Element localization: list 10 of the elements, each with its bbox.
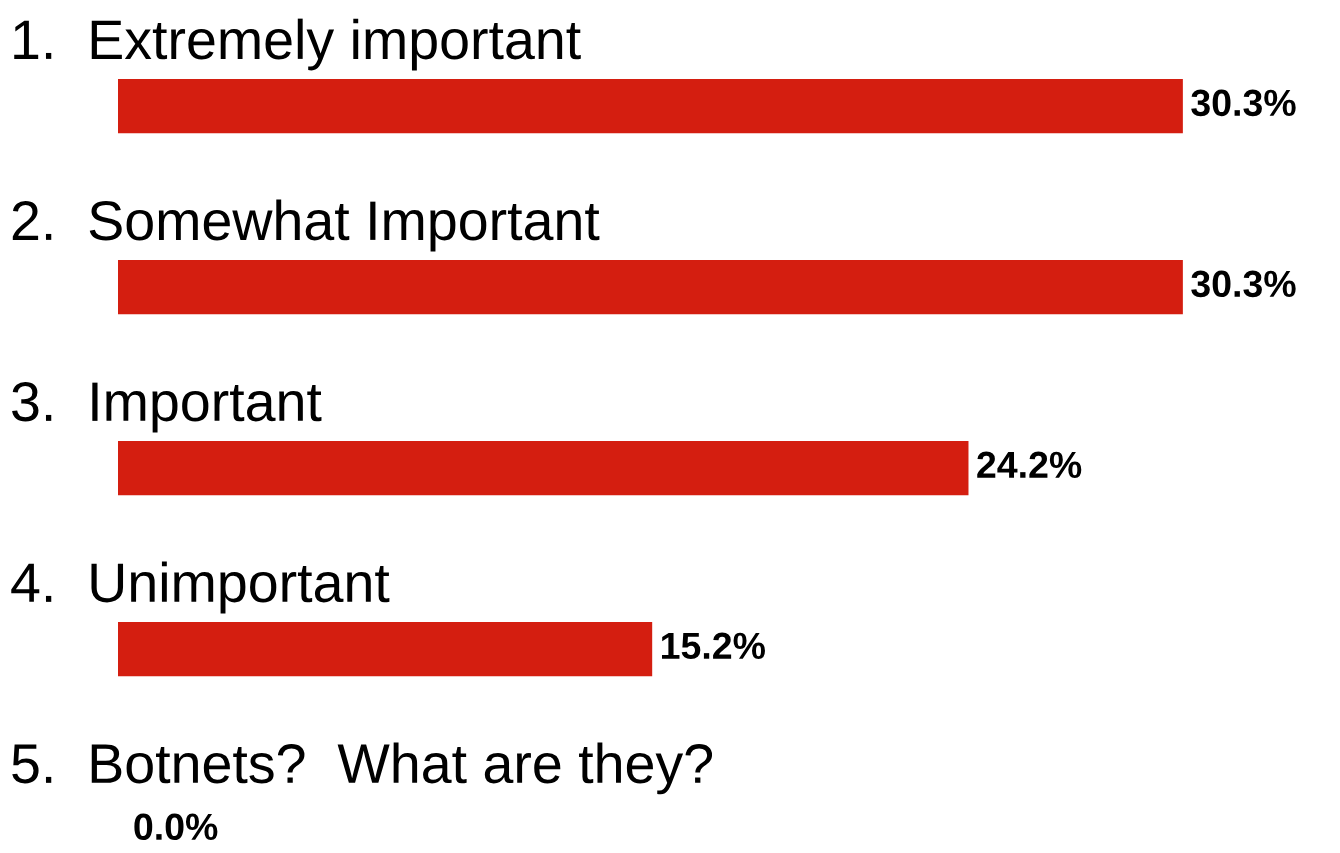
y-tick-label: 5. Botnets? What are they?	[12, 742, 713, 795]
data-label: 15.2%	[662, 632, 765, 660]
data-label: 24.2%	[977, 451, 1082, 479]
y-tick-label: 4. Unimportant	[11, 561, 390, 614]
data-label: 30.3%	[1191, 89, 1296, 117]
y-tick-label: 2. Somewhat Important	[12, 199, 600, 252]
data-label: 0.0%	[134, 813, 218, 841]
y-tick-label: 3. Important	[12, 382, 322, 433]
y-tick-label: 1. Extremely important	[14, 18, 581, 71]
data-label: 30.3%	[1191, 270, 1296, 298]
